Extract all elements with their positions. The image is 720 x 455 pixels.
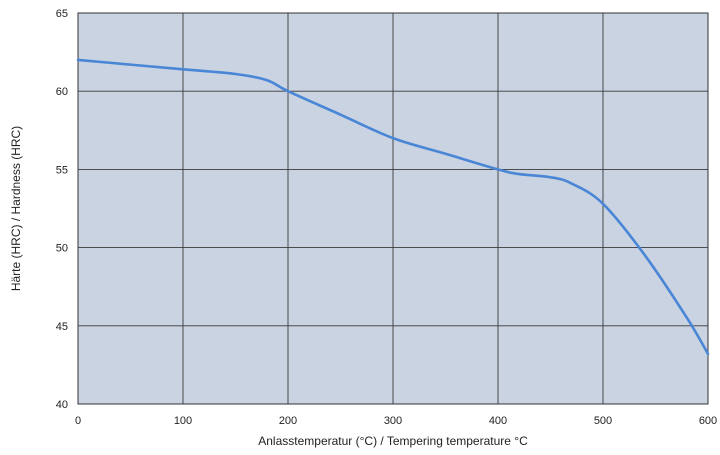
- hardness-series-line-0: [76, 58, 710, 356]
- x-tick-label-3: 300: [384, 415, 402, 427]
- grid: [78, 13, 708, 404]
- x-tick-label-1: 100: [174, 415, 192, 427]
- y-tick-label-4: 60: [56, 86, 68, 98]
- x-tick-label-2: 200: [279, 415, 297, 427]
- x-axis-ticks: 0 100 200 300 400 500 600: [75, 415, 717, 427]
- y-axis-ticks: 40 45 50 55 60 65: [56, 8, 68, 411]
- y-tick-label-0: 40: [56, 399, 68, 411]
- y-axis-label: Härte (HRC) / Hardness (HRC): [9, 126, 23, 291]
- y-tick-label-5: 65: [56, 8, 68, 20]
- x-tick-label-6: 600: [699, 415, 717, 427]
- x-tick-label-0: 0: [75, 415, 81, 427]
- x-axis-label: Anlasstemperatur (°C) / Tempering temper…: [258, 434, 528, 448]
- series-layer: [76, 58, 710, 356]
- x-tick-label-5: 500: [594, 415, 612, 427]
- y-tick-label-2: 50: [56, 243, 68, 255]
- y-tick-label-3: 55: [56, 164, 68, 176]
- y-tick-label-1: 45: [56, 321, 68, 333]
- x-tick-label-4: 400: [489, 415, 507, 427]
